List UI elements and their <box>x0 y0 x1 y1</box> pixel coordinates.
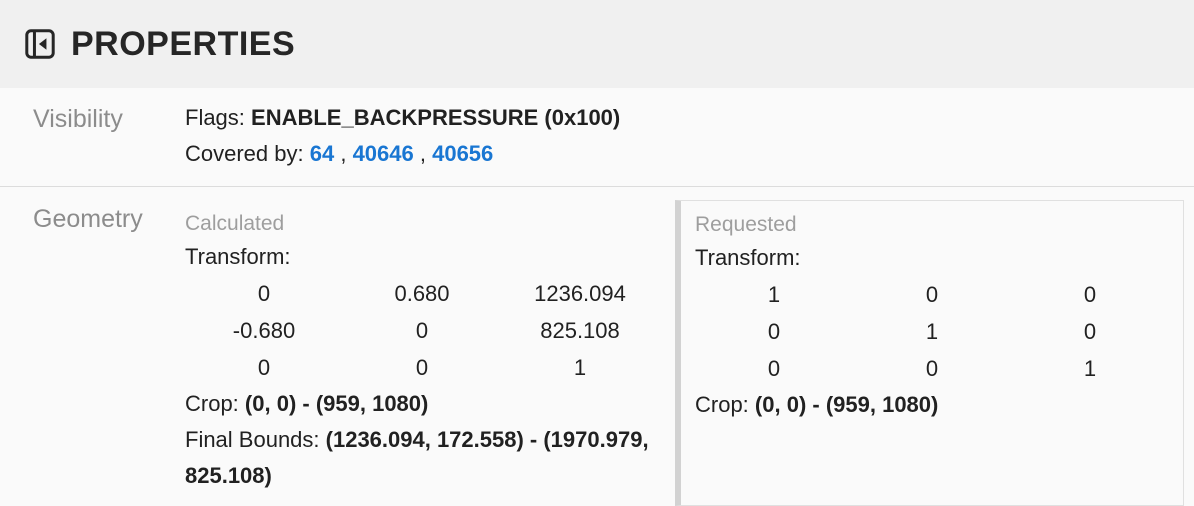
calculated-panel: Calculated Transform: 0 0.680 1236.094 -… <box>185 200 675 506</box>
flags-label: Flags: <box>185 105 252 130</box>
matrix-cell: 1 <box>767 281 781 307</box>
properties-header: PROPERTIES <box>0 0 1194 88</box>
matrix-cell: 1 <box>1083 355 1097 381</box>
properties-body: Visibility Flags: ENABLE_BACKPRESSURE (0… <box>0 88 1194 506</box>
covered-by-separator: , <box>413 141 433 166</box>
matrix-row: 1 0 0 <box>695 276 1169 313</box>
matrix-cell: 0.680 <box>394 280 450 306</box>
matrix-cell: 0 <box>767 355 781 381</box>
section-label-visibility: Visibility <box>33 105 123 133</box>
covered-by-link[interactable]: 40646 <box>352 141 414 166</box>
flags-line: Flags: ENABLE_BACKPRESSURE (0x100) <box>185 100 1184 136</box>
final-bounds-label: Final Bounds: <box>185 427 326 452</box>
matrix-row: 0 0.680 1236.094 <box>185 275 659 312</box>
matrix-row: 0 0 1 <box>185 349 659 386</box>
calculated-group-label: Calculated <box>185 212 285 235</box>
matrix-cell: 0 <box>257 354 271 380</box>
final-bounds-value: (1236.094, 172.558) - (1970.979, 825.108… <box>185 427 649 488</box>
matrix-cell: 0 <box>767 318 781 344</box>
requested-group-label: Requested <box>695 213 797 236</box>
matrix-cell: 1 <box>925 318 939 344</box>
matrix-cell: -0.680 <box>232 317 296 343</box>
requested-crop-line: Crop: (0, 0) - (959, 1080) <box>695 387 1169 423</box>
matrix-cell: 0 <box>1083 318 1097 344</box>
matrix-row: 0 0 1 <box>695 350 1169 387</box>
matrix-cell: 0 <box>415 317 429 343</box>
requested-panel: Requested Transform: 1 0 0 0 1 0 <box>675 200 1184 506</box>
calculated-transform-label: Transform: <box>185 244 291 269</box>
crop-value: (0, 0) - (959, 1080) <box>244 391 429 416</box>
page-title: PROPERTIES <box>71 24 296 63</box>
matrix-cell: 1236.094 <box>534 280 626 306</box>
matrix-cell: 0 <box>925 355 939 381</box>
covered-by-line: Covered by: 64 , 40646 , 40656 <box>185 136 1184 172</box>
calculated-crop-line: Crop: (0, 0) - (959, 1080) <box>185 386 659 422</box>
matrix-row: -0.680 0 825.108 <box>185 312 659 349</box>
crop-label: Crop: <box>185 391 245 416</box>
matrix-row: 0 1 0 <box>695 313 1169 350</box>
matrix-cell: 0 <box>257 280 271 306</box>
matrix-cell: 0 <box>1083 281 1097 307</box>
crop-value: (0, 0) - (959, 1080) <box>754 392 939 417</box>
flags-value: ENABLE_BACKPRESSURE (0x100) <box>251 105 621 130</box>
covered-by-link[interactable]: 40656 <box>432 141 494 166</box>
crop-label: Crop: <box>695 392 755 417</box>
matrix-cell: 1 <box>573 354 587 380</box>
section-label-geometry: Geometry <box>33 205 143 233</box>
geometry-section: Geometry Calculated Transform: 0 0.680 1… <box>0 187 1194 506</box>
covered-by-label: Covered by: <box>185 141 310 166</box>
matrix-cell: 0 <box>415 354 429 380</box>
covered-by-link[interactable]: 64 <box>309 141 335 166</box>
requested-transform-matrix: 1 0 0 0 1 0 0 0 1 <box>695 276 1169 387</box>
covered-by-separator: , <box>334 141 353 166</box>
calculated-transform-matrix: 0 0.680 1236.094 -0.680 0 825.108 0 0 <box>185 275 659 386</box>
requested-transform-label: Transform: <box>695 245 801 270</box>
visibility-section: Visibility Flags: ENABLE_BACKPRESSURE (0… <box>0 88 1194 187</box>
matrix-cell: 0 <box>925 281 939 307</box>
collapse-panel-icon[interactable] <box>22 26 58 62</box>
calculated-final-bounds-line: Final Bounds: (1236.094, 172.558) - (197… <box>185 422 659 494</box>
matrix-cell: 825.108 <box>540 317 620 343</box>
